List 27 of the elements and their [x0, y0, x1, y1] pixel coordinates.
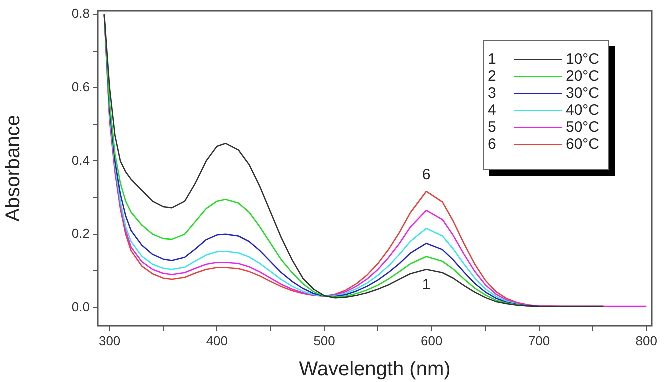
legend-label: 20°C	[566, 68, 600, 85]
annotation: 5	[488, 119, 498, 136]
annotation: 3	[488, 85, 498, 102]
y-tick-label: 0.4	[72, 152, 90, 168]
y-tick-label: 0.6	[72, 79, 90, 94]
annotation: 6	[488, 136, 498, 153]
legend-label: 50°C	[566, 119, 600, 136]
x-tick-label: 700	[528, 333, 550, 348]
legend-label: 30°C	[566, 85, 600, 102]
legend-label: 40°C	[566, 102, 600, 119]
legend-label: 10°C	[566, 51, 600, 68]
y-tick-label: 0.0	[72, 299, 90, 314]
annotation: 1	[422, 276, 431, 294]
legend-label: 60°C	[566, 136, 600, 153]
x-tick-label: 600	[421, 333, 443, 348]
annotation: 4	[488, 102, 498, 119]
annotation: 1	[488, 51, 498, 68]
annotation: 6	[422, 166, 431, 184]
x-tick-label: 800	[636, 333, 658, 348]
y-axis-title: Absorbance	[2, 115, 25, 222]
x-tick-label: 300	[98, 333, 121, 348]
annotation: 2	[488, 68, 498, 85]
y-tick-label: 0.8	[72, 6, 90, 22]
x-axis-title: Wavelength (nm)	[299, 358, 451, 381]
x-tick-label: 400	[206, 333, 228, 348]
x-tick-label: 500	[314, 333, 336, 348]
y-tick-label: 0.2	[72, 226, 90, 242]
